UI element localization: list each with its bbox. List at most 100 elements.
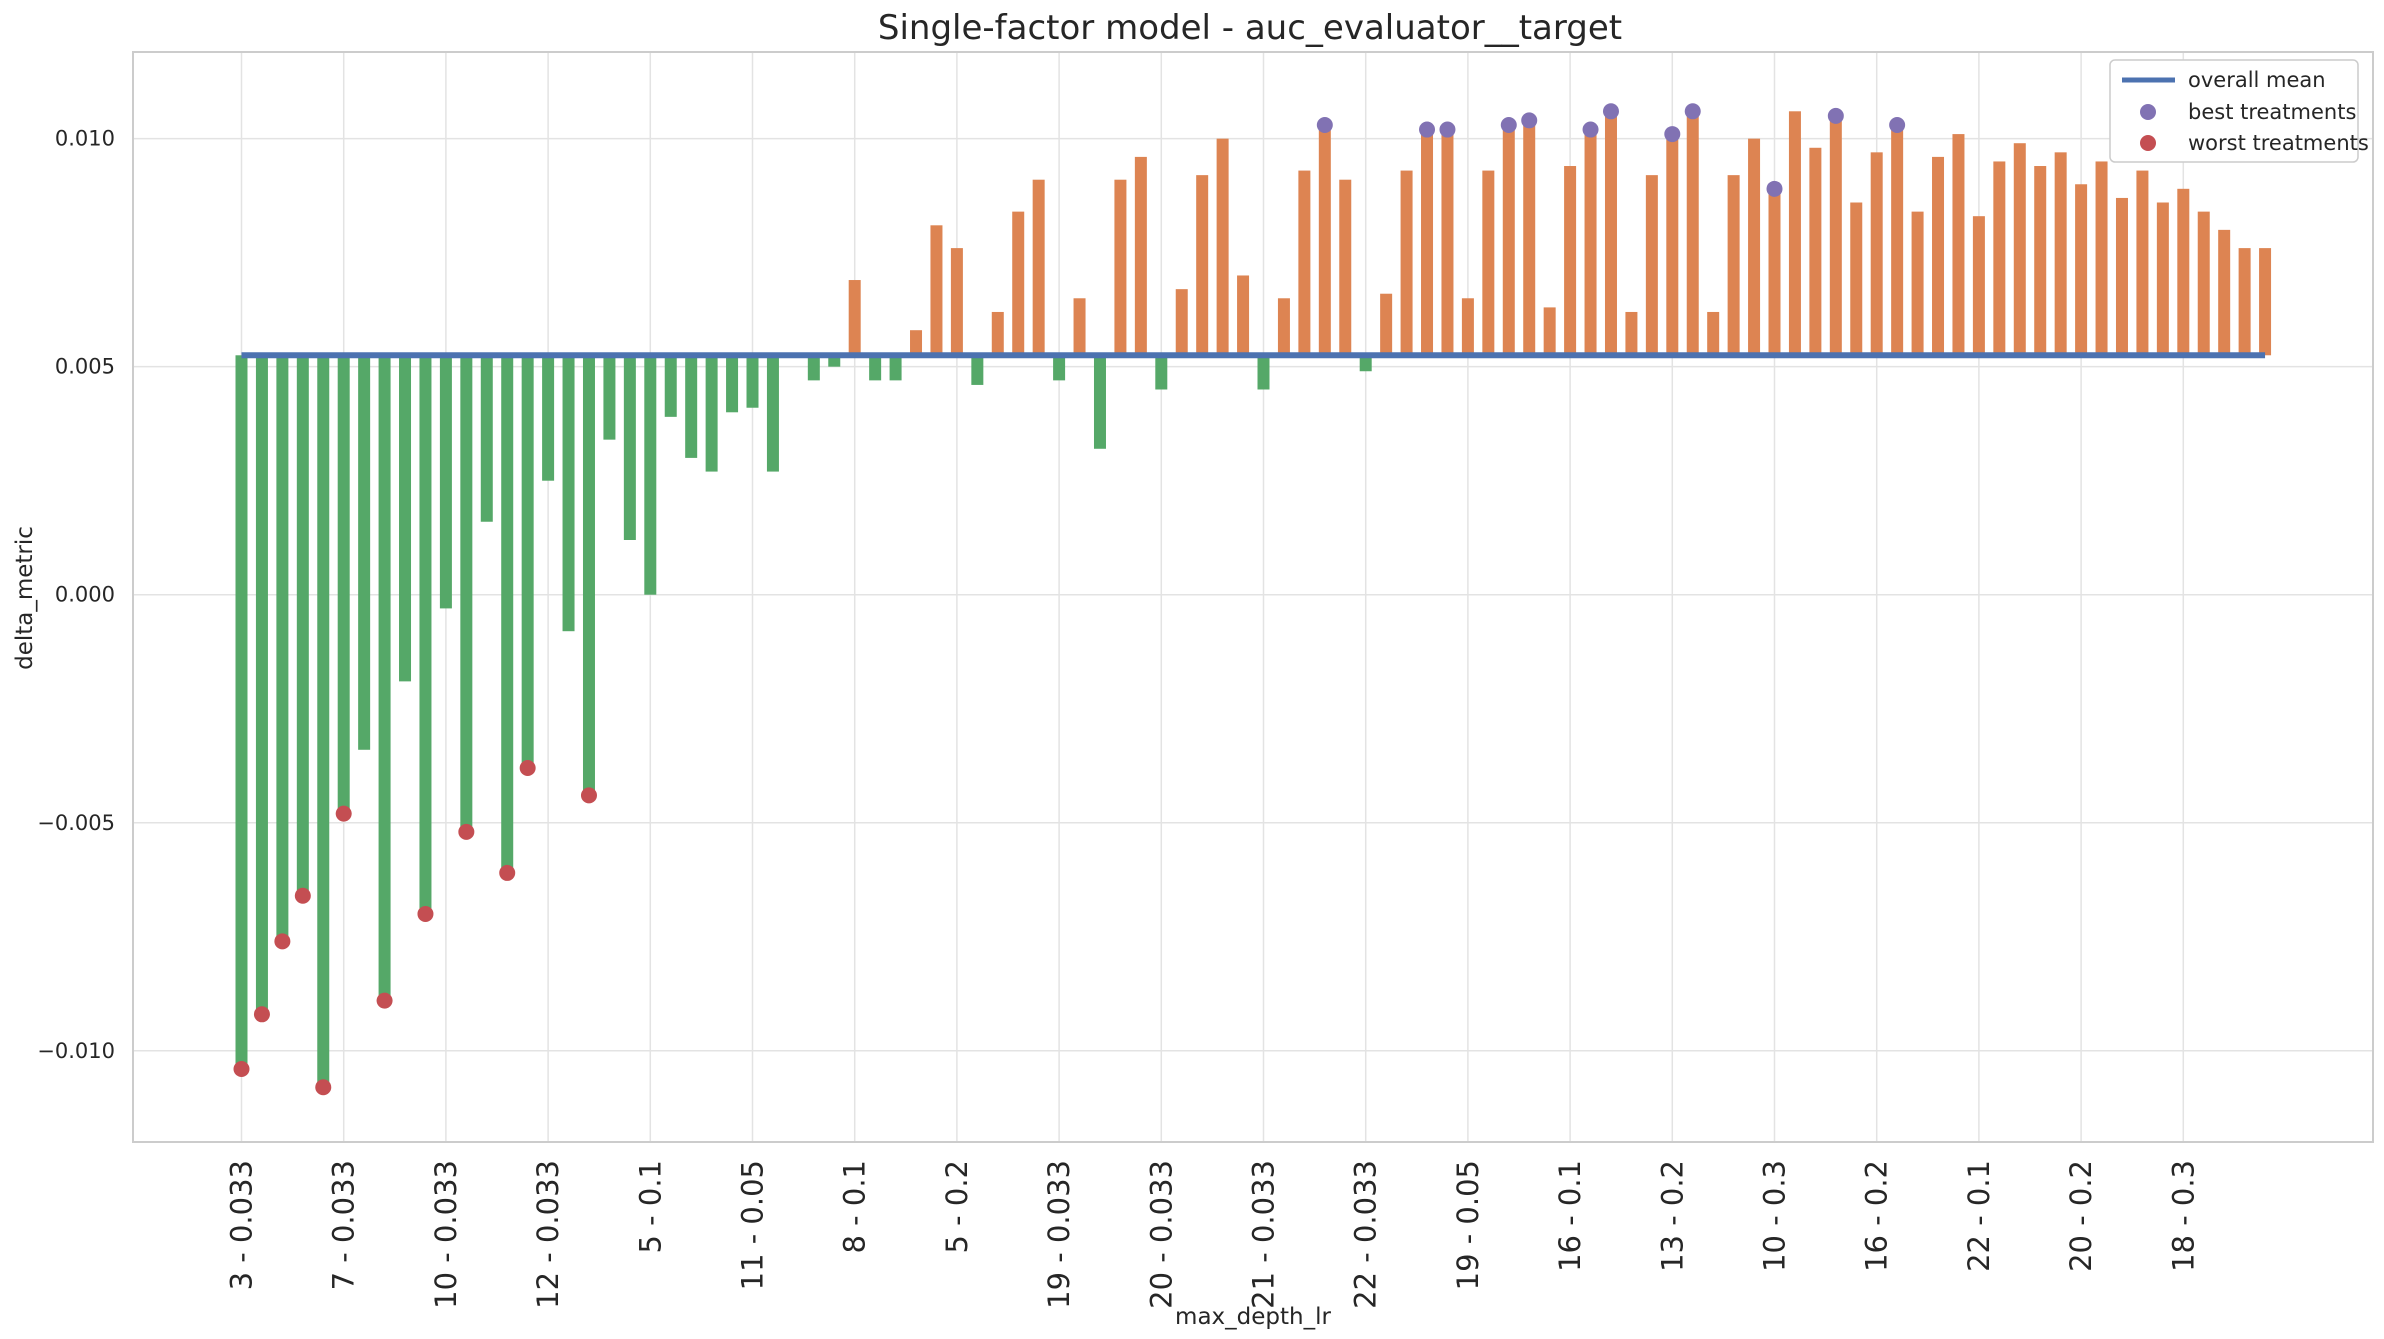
bar <box>1380 293 1393 356</box>
x-axis-label: max_depth_lr <box>1175 1304 1331 1330</box>
y-axis-label: delta_metric <box>12 526 38 670</box>
bar <box>378 355 391 1001</box>
bar <box>1707 311 1720 356</box>
x-tick-label: 5 - 0.2 <box>940 1160 974 1253</box>
bar <box>2075 184 2088 356</box>
bar <box>644 355 657 595</box>
legend-best-label: best treatments <box>2188 100 2356 124</box>
y-tick-labels: −0.010 −0.005 0.000 0.005 0.010 <box>37 127 115 1063</box>
x-tick-label: 3 - 0.033 <box>225 1160 259 1290</box>
bar <box>337 355 350 814</box>
bar <box>1196 175 1209 356</box>
x-tick-label: 19 - 0.05 <box>1451 1160 1485 1290</box>
bar <box>766 355 779 472</box>
worst-treatment-marker <box>274 933 291 950</box>
x-tick-label: 20 - 0.033 <box>1144 1160 1178 1309</box>
bar <box>276 355 289 942</box>
bar <box>1032 179 1045 356</box>
bar <box>1421 129 1434 356</box>
worst-treatment-marker <box>315 1079 332 1096</box>
bar <box>1502 124 1515 356</box>
bars <box>235 111 2272 1088</box>
bar <box>1829 115 1842 356</box>
best-treatment-marker <box>1500 116 1517 133</box>
legend-box <box>2109 59 2359 163</box>
bar <box>1359 355 1372 372</box>
worst-treatment-marker <box>253 1006 270 1023</box>
bar <box>1727 175 1740 356</box>
best-treatment-marker <box>1419 121 1436 138</box>
bar <box>419 355 432 914</box>
bar <box>1625 311 1638 356</box>
bar <box>439 355 452 609</box>
legend-mean-label: overall mean <box>2188 68 2326 92</box>
bar <box>726 355 739 413</box>
y-tick-label: 0.005 <box>55 355 115 379</box>
best-treatment-marker <box>1664 126 1681 143</box>
best-treatment-marker <box>1439 121 1456 138</box>
x-tick-label: 19 - 0.033 <box>1042 1160 1076 1309</box>
bar <box>2177 188 2190 356</box>
bar <box>542 355 555 481</box>
x-tick-label: 10 - 0.033 <box>429 1160 463 1309</box>
bar <box>1400 170 1413 356</box>
worst-treatment-marker <box>458 823 475 840</box>
legend-best-swatch <box>2140 104 2156 120</box>
bar <box>1809 147 1822 356</box>
best-treatment-marker <box>1521 112 1538 129</box>
x-gridlines <box>240 52 2185 1142</box>
bar <box>1134 156 1147 356</box>
x-tick-label: 21 - 0.033 <box>1247 1160 1281 1309</box>
best-treatment-marker <box>1602 103 1619 120</box>
bar <box>1666 134 1679 356</box>
worst-treatment-marker <box>335 805 352 822</box>
worst-treatment-marker <box>294 887 311 904</box>
bar <box>562 355 575 632</box>
bar <box>255 355 268 1015</box>
bar <box>582 355 595 796</box>
bar <box>480 355 493 522</box>
bar <box>1175 289 1188 356</box>
bar <box>2054 152 2067 356</box>
bar <box>1093 355 1106 449</box>
bar <box>1604 111 1617 356</box>
x-tick-label: 18 - 0.3 <box>2166 1160 2200 1272</box>
x-tick-label: 10 - 0.3 <box>1758 1160 1792 1272</box>
bar <box>2197 211 2210 356</box>
best-treatment-marker <box>1582 121 1599 138</box>
treatment-markers <box>233 103 1906 1096</box>
bar <box>2218 229 2231 356</box>
bar <box>889 355 902 381</box>
bar <box>991 311 1004 356</box>
bar <box>971 355 984 385</box>
x-tick-label: 7 - 0.033 <box>327 1160 361 1290</box>
y-tick-label: 0.010 <box>55 127 115 151</box>
bar <box>1584 129 1597 356</box>
bar <box>1564 166 1577 356</box>
bar <box>1952 134 1965 356</box>
bar <box>1318 124 1331 356</box>
bar <box>869 355 882 381</box>
bar <box>1911 211 1924 356</box>
bar <box>705 355 718 472</box>
bar <box>1870 152 1883 356</box>
bar <box>807 355 820 381</box>
best-treatment-marker <box>1684 103 1701 120</box>
bar <box>1155 355 1168 390</box>
bar <box>1748 138 1761 356</box>
bar <box>521 355 534 769</box>
bar <box>1788 111 1801 356</box>
bar <box>1339 179 1352 356</box>
bar <box>1298 170 1311 356</box>
bar <box>1441 129 1454 356</box>
bar <box>2136 170 2149 356</box>
bar <box>1482 170 1495 356</box>
bar <box>828 355 841 367</box>
bar <box>746 355 759 408</box>
worst-treatment-marker <box>499 864 516 881</box>
bar <box>317 355 330 1088</box>
bar <box>1053 355 1066 381</box>
x-tick-label: 22 - 0.1 <box>1962 1160 1996 1272</box>
bar <box>910 330 923 356</box>
